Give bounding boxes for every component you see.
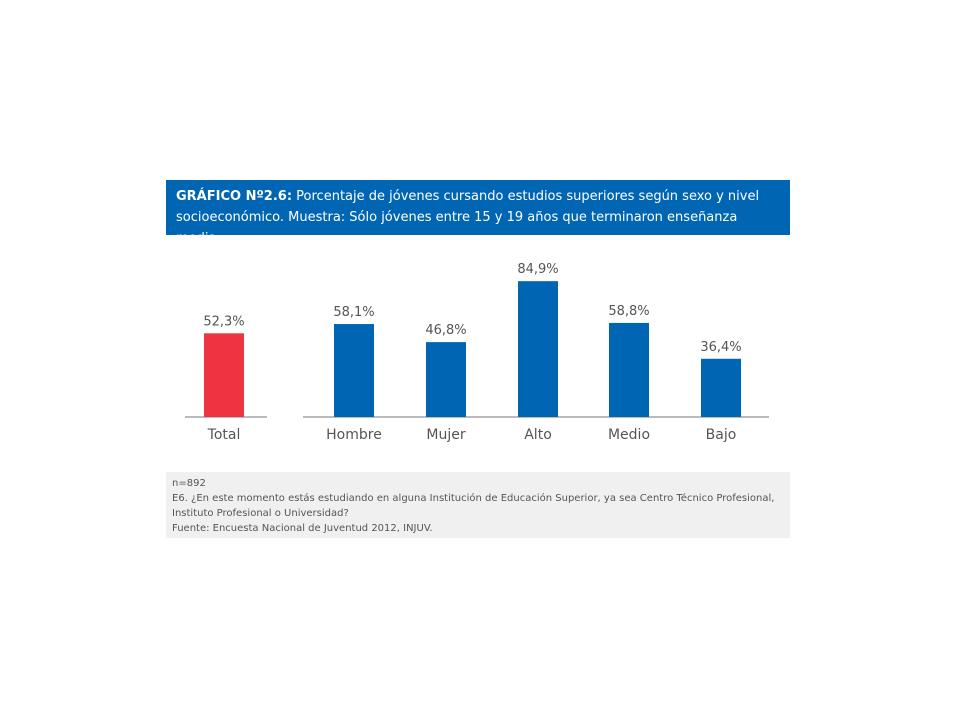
chart-title-text-1: Porcentaje de jóvenes cursando estudios … — [296, 189, 760, 204]
source-note: Fuente: Encuesta Nacional de Juventud 20… — [172, 523, 433, 534]
tick-label-medio: Medio — [608, 427, 650, 443]
chart-title-line-2: socioeconómico. Muestra: Sólo jóvenes en… — [176, 210, 738, 246]
question-line-1: E6. ¿En este momento estás estudiando en… — [172, 493, 775, 504]
data-label-mujer: 46,8% — [425, 323, 466, 338]
sample-size: n=892 — [172, 478, 206, 489]
tick-label-bajo: Bajo — [706, 427, 737, 443]
bar-alto — [518, 281, 558, 417]
bar-chart: 52,3% Total 58,1% Hombre 46,8% Mujer 84,9% Alto… — [166, 250, 790, 450]
chart-number-label: GRÁFICO Nº2.6: — [176, 189, 293, 204]
tick-label-total: Total — [207, 427, 241, 443]
bar-bajo — [701, 358, 741, 417]
tick-label-mujer: Mujer — [426, 427, 465, 443]
bar-total — [204, 333, 244, 417]
data-label-hombre: 58,1% — [333, 305, 374, 320]
data-label-total: 52,3% — [203, 314, 244, 329]
data-label-alto: 84,9% — [517, 262, 558, 277]
bar-medio — [609, 322, 649, 417]
tick-label-hombre: Hombre — [326, 427, 382, 443]
tick-label-alto: Alto — [524, 427, 552, 443]
bar-hombre — [334, 324, 374, 417]
data-label-medio: 58,8% — [608, 304, 649, 319]
chart-notes: n=892 E6. ¿En este momento estás estudia… — [166, 472, 790, 538]
bar-chart-svg: 52,3% Total 58,1% Hombre 46,8% Mujer 84,9% Alto… — [185, 262, 769, 443]
bar-mujer — [426, 342, 466, 417]
data-label-bajo: 36,4% — [700, 340, 741, 355]
chart-title-line-1: GRÁFICO Nº2.6: Porcentaje de jóvenes cur… — [176, 186, 780, 207]
chart-title-box: GRÁFICO Nº2.6: Porcentaje de jóvenes cur… — [166, 180, 790, 246]
question-line-2: Instituto Profesional o Universidad? — [172, 508, 349, 519]
